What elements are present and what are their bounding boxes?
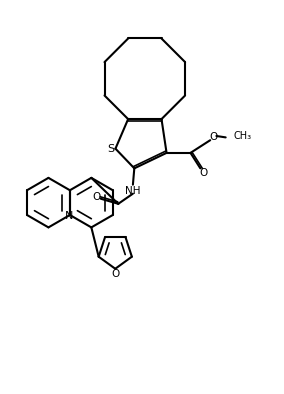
- Text: NH: NH: [125, 186, 141, 196]
- Text: O: O: [200, 167, 208, 178]
- Text: N: N: [65, 211, 74, 221]
- Text: O: O: [111, 269, 119, 279]
- Text: O: O: [93, 192, 101, 203]
- Text: CH₃: CH₃: [233, 131, 252, 141]
- Text: O: O: [209, 132, 218, 142]
- Text: S: S: [107, 144, 114, 154]
